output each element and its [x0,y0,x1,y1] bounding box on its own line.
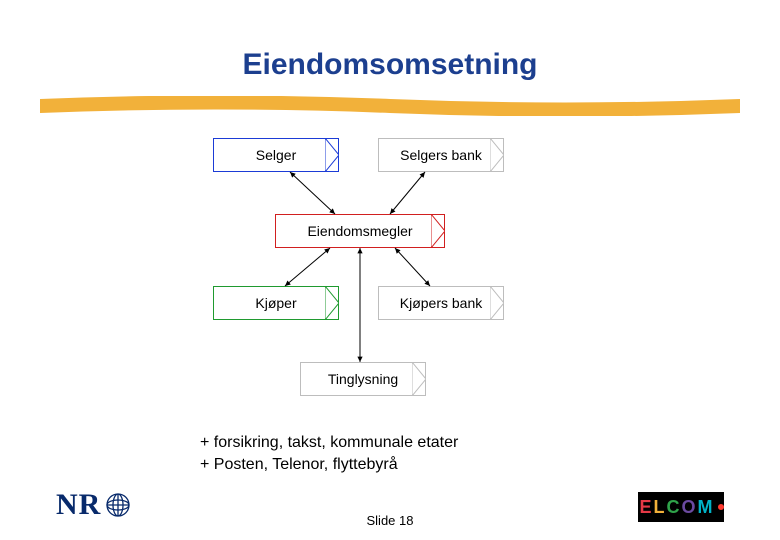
chevron-right-icon [490,138,504,172]
title-underline [40,96,740,116]
slide-number: Slide 18 [0,513,780,528]
edge-selgers_bank-eiendomsmegler [390,172,425,214]
chevron-right-icon [431,214,445,248]
edge-eiendomsmegler-kjoper [285,248,330,286]
chevron-right-icon [490,286,504,320]
edge-selger-eiendomsmegler [290,172,335,214]
node-label: Kjøpers bank [400,295,482,311]
node-label: Selgers bank [400,147,482,163]
elcom-dot-icon [718,504,724,510]
footnote: + forsikring, takst, kommunale etater + … [200,432,458,475]
node-label: Eiendomsmegler [307,223,412,239]
underline-stroke [40,103,740,110]
node-kjoper: Kjøper [213,286,339,320]
node-selgers_bank: Selgers bank [378,138,504,172]
chevron-right-icon [325,286,339,320]
chevron-right-icon [412,362,426,396]
node-label: Tinglysning [328,371,398,387]
chevron-right-icon [325,138,339,172]
node-selger: Selger [213,138,339,172]
node-tinglysning: Tinglysning [300,362,426,396]
node-kjopers_bank: Kjøpers bank [378,286,504,320]
edge-eiendomsmegler-kjopers_bank [395,248,430,286]
node-label: Selger [256,147,296,163]
edge-eiendomsmegler-tinglysning [357,248,362,362]
footnote-line-2: + Posten, Telenor, flyttebyrå [200,454,458,476]
node-label: Kjøper [255,295,296,311]
footnote-line-1: + forsikring, takst, kommunale etater [200,432,458,454]
page-title: Eiendomsomsetning [0,48,780,82]
node-eiendomsmegler: Eiendomsmegler [275,214,445,248]
slide: Eiendomsomsetning Selger Selgers bank Eien… [0,0,780,540]
